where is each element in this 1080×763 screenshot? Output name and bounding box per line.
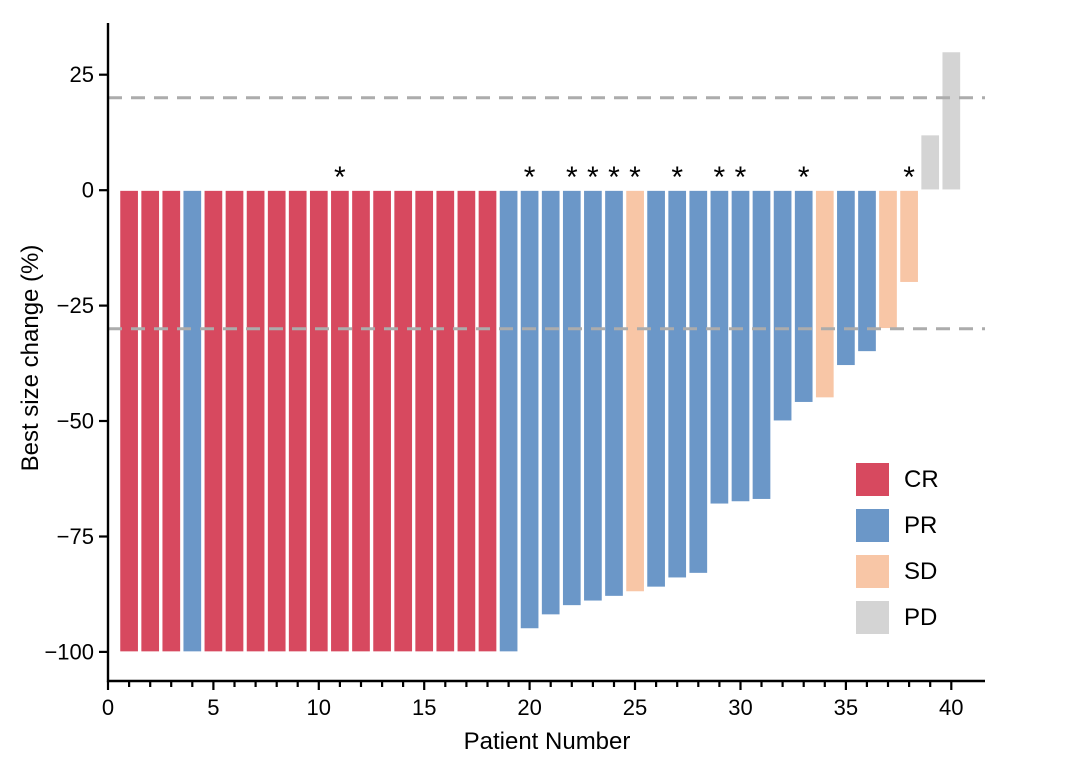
bar-patient-24-pr — [603, 189, 625, 598]
bar-patient-32-pr — [772, 189, 793, 422]
bar-patient-36-pr — [856, 189, 878, 353]
legend: CR PR SD PD — [856, 463, 939, 634]
x-tick-label: 0 — [102, 695, 114, 720]
y-tick-label: 25 — [70, 62, 94, 87]
bar-patient-15-cr — [414, 189, 435, 653]
x-axis-title: Patient Number — [463, 728, 631, 755]
bar-patient-3-cr — [161, 189, 182, 653]
bar-patient-19-pr — [498, 189, 519, 653]
bar-patient-31-pr — [751, 189, 772, 501]
bar-patient-38-sd — [898, 189, 920, 284]
y-tick-label: −50 — [57, 409, 94, 434]
legend-swatch-PD — [856, 601, 889, 634]
legend-swatch-CR — [856, 463, 889, 496]
bar-patient-18-cr — [477, 189, 498, 653]
bar-patient-6-cr — [224, 189, 245, 653]
legend-item-PR: PR — [856, 509, 939, 542]
legend-item-SD: SD — [856, 555, 939, 588]
bar-patient-27-pr — [667, 189, 688, 579]
bar-patient-8-cr — [266, 189, 287, 653]
significance-asterisk-patient-27: * — [671, 161, 683, 194]
bar-patient-16-cr — [435, 189, 456, 653]
bar-patient-23-pr — [582, 189, 604, 602]
bar-patient-30-pr — [730, 189, 751, 503]
bar-patient-35-pr — [835, 189, 857, 367]
legend-label-CR: CR — [904, 466, 939, 493]
y-tick-label: 0 — [82, 178, 94, 203]
bar-patient-4-pr — [182, 189, 203, 653]
bar-patient-20-pr — [519, 189, 540, 630]
significance-asterisk-patient-24: * — [608, 161, 620, 194]
significance-asterisk-patient-29: * — [714, 161, 726, 194]
bar-patient-17-cr — [456, 189, 477, 653]
x-tick-label: 40 — [939, 695, 963, 720]
x-tick-label: 25 — [623, 695, 647, 720]
bar-patient-1-cr — [118, 189, 140, 653]
bar-patient-2-cr — [140, 189, 161, 653]
bar-patient-10-cr — [308, 189, 329, 653]
legend-label-PR: PR — [904, 512, 938, 539]
significance-asterisk-patient-25: * — [629, 161, 641, 194]
bar-patient-21-pr — [540, 189, 561, 616]
significance-asterisk-patient-11: * — [334, 161, 346, 194]
bar-patient-29-pr — [709, 189, 730, 505]
bar-patient-11-cr — [329, 189, 351, 653]
bar-patient-9-cr — [287, 189, 308, 653]
bars-group: * * * * * * * * * * * — [118, 50, 962, 653]
bar-patient-40-pd — [941, 50, 962, 191]
significance-asterisk-patient-33: * — [798, 161, 810, 194]
x-tick-label: 5 — [207, 695, 219, 720]
x-tick-label: 30 — [728, 695, 752, 720]
x-tick-label: 15 — [412, 695, 436, 720]
bar-patient-22-pr — [561, 189, 582, 607]
legend-item-CR: CR — [856, 463, 939, 496]
bar-patient-5-cr — [203, 189, 224, 653]
bar-patient-14-cr — [393, 189, 414, 653]
bar-patient-33-pr — [793, 189, 814, 404]
x-tick-label: 10 — [307, 695, 331, 720]
bar-patient-34-sd — [814, 189, 835, 399]
bar-patient-28-pr — [688, 189, 709, 575]
bar-patient-26-pr — [645, 189, 667, 588]
bar-patient-25-sd — [624, 189, 646, 593]
significance-asterisk-patient-20: * — [524, 161, 536, 194]
bar-patient-37-sd — [877, 189, 899, 330]
bar-patient-39-pd — [920, 134, 941, 191]
x-tick-label: 20 — [517, 695, 541, 720]
significance-asterisk-patient-38: * — [903, 161, 915, 194]
significance-asterisk-patient-23: * — [587, 161, 599, 194]
y-tick-label: −25 — [57, 293, 94, 318]
legend-swatch-SD — [856, 555, 889, 588]
bar-patient-13-cr — [371, 189, 393, 653]
legend-item-PD: PD — [856, 601, 939, 634]
significance-asterisk-patient-22: * — [566, 161, 578, 194]
x-tick-label: 35 — [834, 695, 858, 720]
y-tick-label: −100 — [44, 639, 94, 664]
bar-patient-12-cr — [350, 189, 372, 653]
legend-swatch-PR — [856, 509, 889, 542]
legend-label-PD: PD — [904, 604, 938, 631]
y-tick-label: −75 — [57, 524, 94, 549]
y-axis-title: Best size change (%) — [17, 244, 44, 472]
significance-asterisk-patient-30: * — [735, 161, 747, 194]
bar-patient-7-cr — [245, 189, 266, 653]
legend-label-SD: SD — [904, 558, 938, 585]
